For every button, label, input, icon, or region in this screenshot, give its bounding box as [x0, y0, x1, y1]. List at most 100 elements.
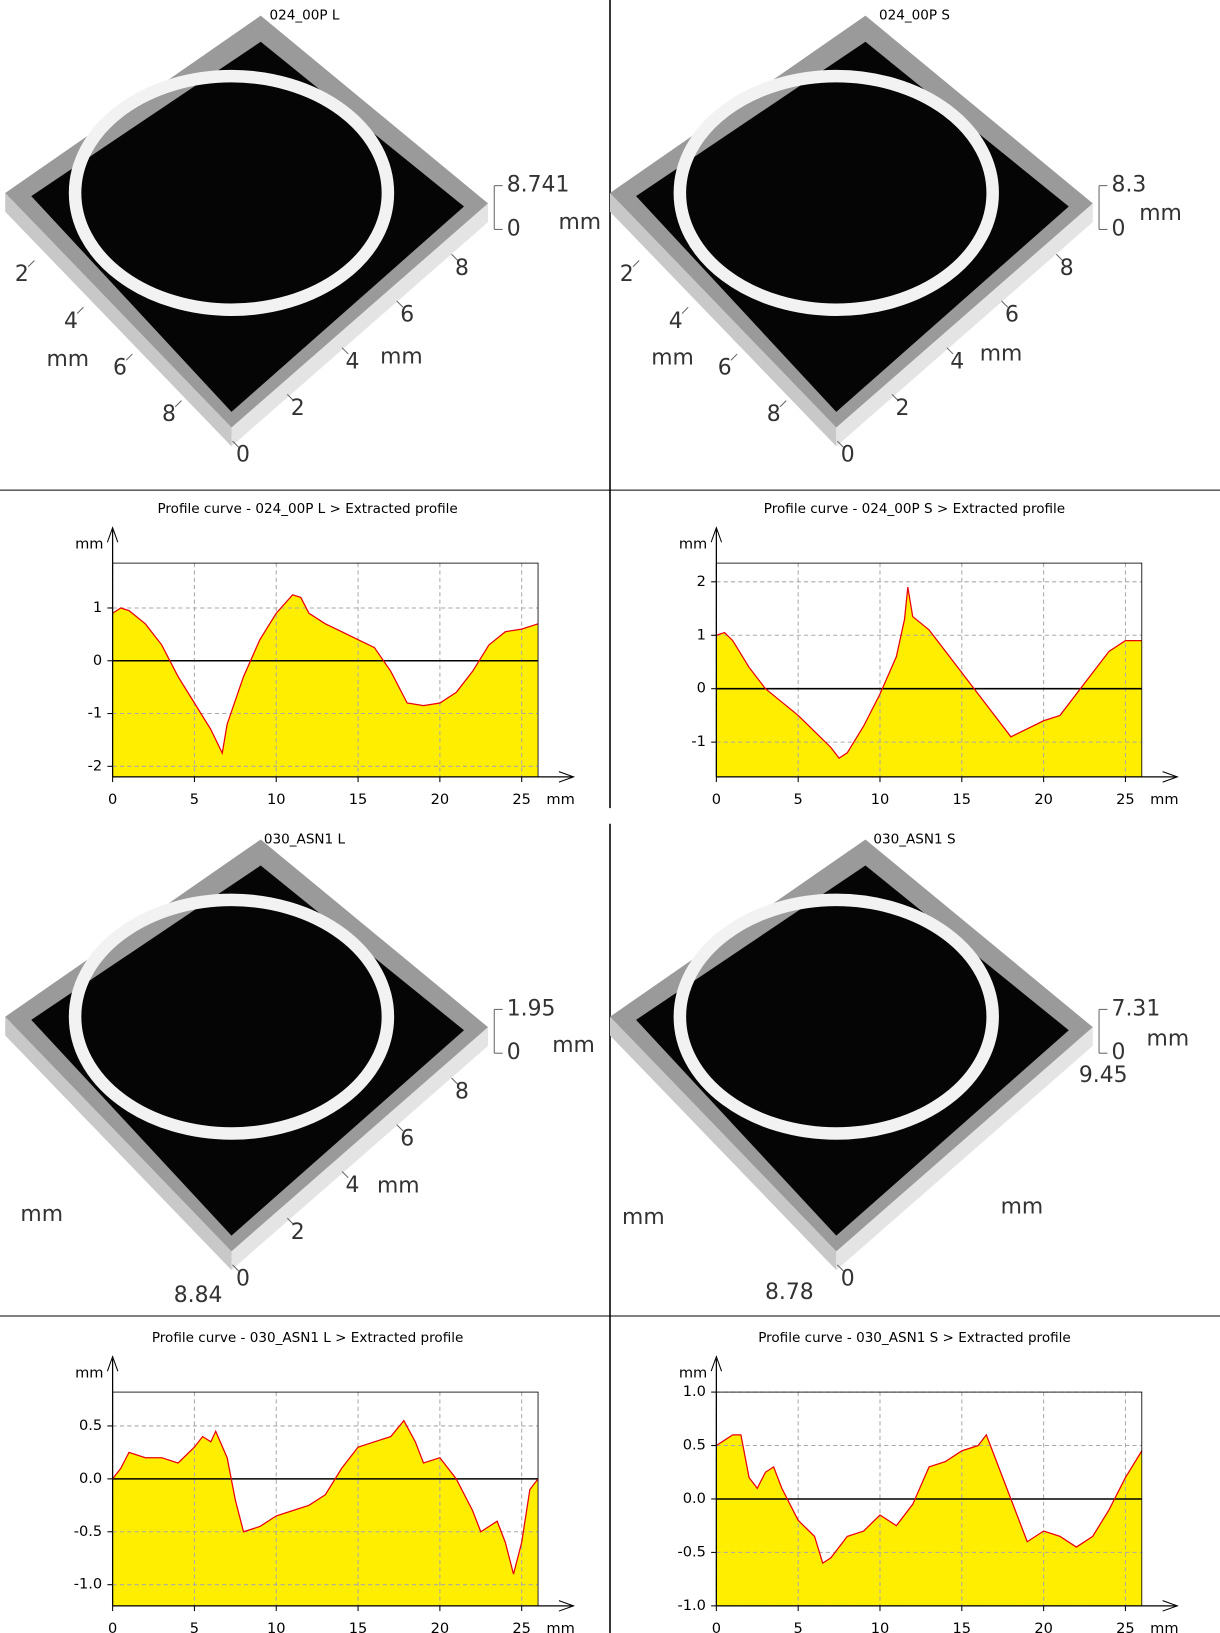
tick-mark: [396, 300, 404, 308]
x-tick-label: 10: [871, 791, 890, 808]
tick-mark: [76, 306, 84, 314]
x-tick-label: 6: [1005, 303, 1019, 328]
chart-title: Profile curve - 030_ASN1 S > Extracted p…: [758, 1330, 1071, 1346]
tick-mark: [1055, 253, 1063, 261]
y-tick-label: 0.5: [79, 1417, 102, 1434]
tick-mark: [232, 440, 240, 448]
y-axis-label: mm: [20, 1202, 63, 1227]
y-tick-label: -1.0: [74, 1576, 102, 1593]
y-tick-label: 0.0: [79, 1470, 102, 1487]
arrow: [1162, 771, 1179, 783]
x-tick-label: 15: [349, 791, 368, 808]
x-tick-label: 10: [871, 1620, 890, 1633]
annotation: 9.45: [1079, 1063, 1128, 1088]
area: [716, 587, 1142, 777]
platform-wall: [836, 203, 1093, 447]
annotation: 8.78: [765, 1280, 814, 1305]
platform-wall: [231, 203, 488, 447]
y-tick-label: 2: [15, 262, 29, 287]
x-axis-label: mm: [380, 345, 423, 370]
z-axis-label: mm: [552, 1033, 595, 1058]
platform-wall: [5, 1016, 232, 1271]
surface: [31, 865, 465, 1236]
y-tick-label: 1.0: [683, 1383, 706, 1400]
y-axis-label: mm: [679, 1364, 707, 1381]
x-tick-label: 0: [841, 1266, 855, 1291]
z-axis-label: mm: [1139, 201, 1182, 226]
y-tick-label: -2: [88, 757, 103, 774]
y-tick-label: 4: [64, 309, 78, 334]
x-tick-label: 6: [400, 303, 414, 328]
tick-mark: [836, 440, 844, 448]
y-axis-label: mm: [75, 535, 103, 552]
y-axis-label: mm: [46, 347, 89, 372]
ring: [68, 69, 395, 316]
tick-mark: [946, 347, 954, 355]
arrow: [1162, 1600, 1179, 1612]
tick-mark: [341, 1171, 349, 1179]
x-tick-label: 15: [953, 1620, 972, 1633]
x-tick-label: 0: [236, 1266, 250, 1291]
z-tick-label: 0: [1112, 1040, 1126, 1065]
arrow: [558, 771, 576, 783]
y-tick-label: 1: [697, 626, 706, 643]
platform-wall: [610, 192, 837, 447]
tick-mark: [396, 1124, 404, 1132]
chart-title: Profile curve - 024_00P L > Extracted pr…: [157, 501, 457, 517]
x-tick-label: 5: [190, 1620, 199, 1633]
tick-mark: [286, 1217, 294, 1225]
y-tick-label: 8: [162, 402, 176, 427]
x-tick-label: 0: [108, 1620, 117, 1633]
x-axis-label: mm: [980, 342, 1023, 367]
x-tick-label: 20: [431, 1620, 450, 1633]
y-tick-label: -0.5: [677, 1543, 705, 1560]
x-tick-label: 10: [267, 1620, 286, 1633]
x-tick-label: 8: [455, 256, 469, 281]
x-tick-label: 2: [896, 396, 910, 421]
x-tick-label: 6: [400, 1126, 414, 1151]
platform-wall: [836, 1027, 1093, 1271]
x-tick-label: 10: [267, 791, 286, 808]
x-tick-label: 4: [950, 349, 964, 374]
z-axis-label: mm: [1147, 1027, 1190, 1052]
chart-title: 024_00P S: [879, 8, 950, 24]
y-axis-label: mm: [679, 535, 707, 552]
x-axis-label: mm: [1150, 791, 1178, 808]
area: [112, 1420, 539, 1606]
x-axis-label: mm: [1001, 1195, 1044, 1220]
area: [112, 594, 539, 777]
x-tick-label: 15: [349, 1620, 368, 1633]
x-tick-label: 15: [953, 791, 972, 808]
line: [112, 1419, 539, 1575]
line: [716, 587, 1142, 760]
tick-mark: [286, 394, 294, 402]
x-tick-label: 4: [345, 349, 359, 374]
z-tick-label: 0: [507, 216, 521, 241]
tick-mark: [1001, 300, 1009, 308]
tick-mark: [891, 394, 899, 402]
x-tick-label: 0: [236, 443, 250, 468]
tick-mark: [27, 260, 35, 268]
x-tick-label: 20: [431, 791, 450, 808]
ring: [673, 69, 999, 316]
y-tick-label: 0: [93, 652, 102, 669]
chart-title: 024_00P L: [270, 8, 340, 24]
x-tick-label: 25: [512, 791, 531, 808]
x-tick-label: 25: [512, 1620, 531, 1633]
y-axis-label: mm: [651, 346, 694, 371]
chart-title: Profile curve - 030_ASN1 L > Extracted p…: [152, 1330, 463, 1346]
tick-mark: [451, 1077, 459, 1085]
y-tick-label: -0.5: [74, 1523, 102, 1540]
surface: [636, 865, 1069, 1236]
y-tick-label: -1: [88, 705, 103, 722]
x-tick-label: 8: [1060, 256, 1074, 281]
tick-mark: [779, 400, 787, 408]
y-tick-label: 2: [697, 573, 706, 590]
arrow: [558, 1600, 576, 1612]
y-axis-label: mm: [622, 1205, 665, 1230]
x-tick-label: 4: [345, 1173, 359, 1198]
y-tick-label: 6: [113, 356, 127, 381]
tick-mark: [681, 306, 689, 314]
x-tick-label: 0: [712, 1620, 721, 1633]
